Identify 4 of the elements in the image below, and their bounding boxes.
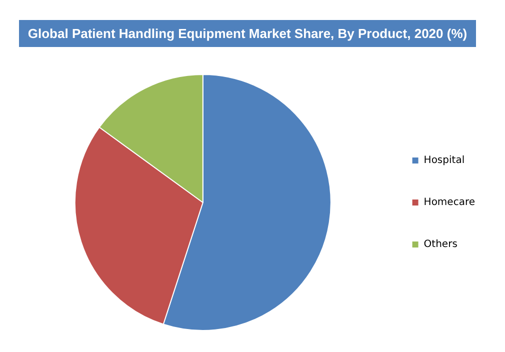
legend-label: Hospital	[424, 155, 465, 166]
legend-label: Homecare	[424, 197, 475, 208]
chart-title: Global Patient Handling Equipment Market Share, By Product, 2020 (%)	[19, 20, 476, 47]
legend-label: Others	[424, 239, 458, 250]
